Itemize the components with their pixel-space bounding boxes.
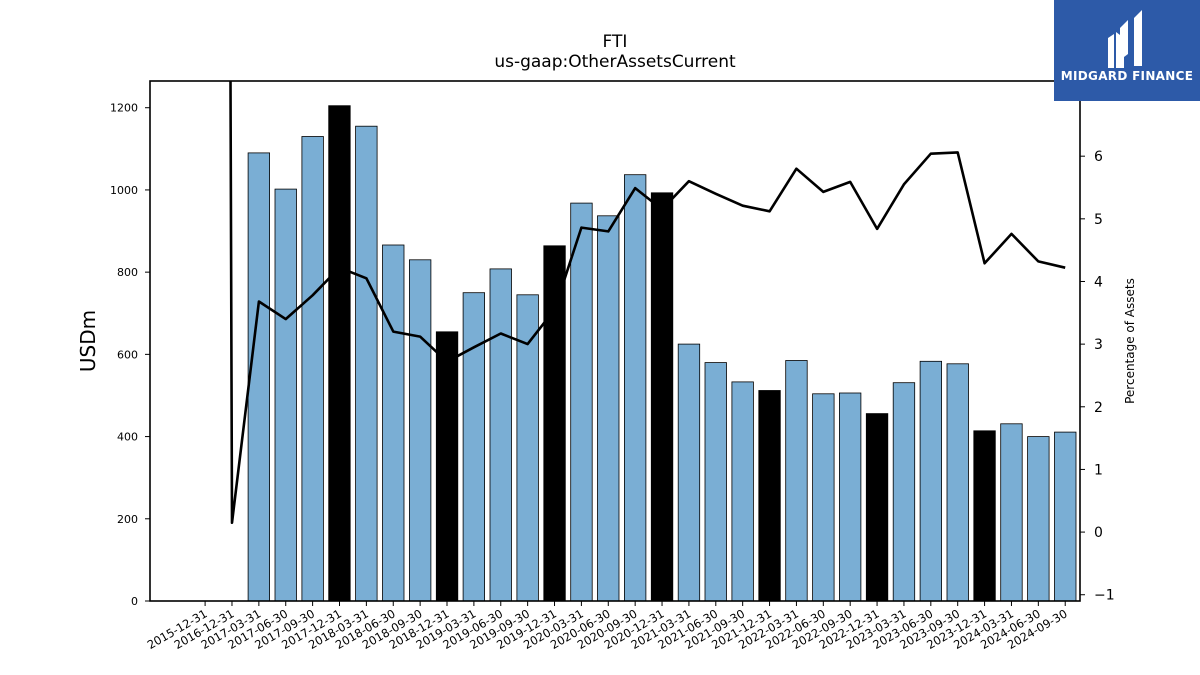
bar — [597, 215, 620, 602]
y-tick-label: 600 — [117, 348, 138, 361]
plot-frame — [149, 80, 1081, 602]
bar — [758, 390, 781, 602]
bar — [839, 392, 862, 602]
bar — [1027, 436, 1050, 602]
y-tick-label: 0 — [131, 595, 138, 608]
y2-tick-label: 5 — [1094, 212, 1103, 228]
brand-name: MIDGARD FINANCE — [1060, 69, 1194, 83]
bar — [408, 259, 432, 602]
chart-title: FTI — [602, 32, 628, 52]
series-line — [229, 80, 1066, 525]
bar — [462, 292, 486, 602]
y2-tick-label: 6 — [1094, 149, 1103, 165]
chart-subtitle: us-gaap:OtherAssetsCurrent — [494, 52, 736, 72]
y-tick-label: 1200 — [110, 102, 138, 115]
bar — [328, 105, 351, 602]
y-axis-label: USDm — [76, 310, 100, 372]
bar — [382, 244, 405, 602]
y2-tick-label: 0 — [1094, 525, 1103, 541]
bar — [1054, 431, 1077, 602]
bar — [892, 382, 916, 602]
y2-tick-label: 3 — [1094, 337, 1103, 353]
bar — [247, 152, 271, 602]
bar — [1000, 423, 1023, 602]
y2-tick-label: 2 — [1094, 400, 1103, 416]
y2-tick-label: 1 — [1094, 462, 1103, 478]
bar — [624, 174, 647, 602]
bar — [570, 202, 593, 602]
bar — [274, 188, 297, 602]
bar — [489, 268, 512, 602]
y-tick-label: 1000 — [110, 184, 138, 197]
bar — [355, 125, 378, 602]
bar — [704, 362, 727, 602]
bar — [543, 245, 566, 602]
y-tick-label: 400 — [117, 431, 138, 444]
bar — [435, 331, 459, 602]
midgard-logo-icon — [1108, 10, 1142, 68]
bar — [812, 393, 835, 602]
bar — [865, 413, 889, 602]
bar — [919, 360, 942, 602]
y-tick-label: 800 — [117, 266, 138, 279]
brand-logo: MIDGARD FINANCE — [1054, 0, 1200, 101]
y2-tick-label: 4 — [1094, 274, 1103, 290]
bar — [301, 136, 324, 602]
bar — [973, 430, 996, 602]
bar — [650, 192, 674, 602]
y2-axis-label: Percentage of Assets — [1123, 278, 1137, 404]
y-tick-label: 200 — [117, 513, 138, 526]
bar — [677, 343, 701, 602]
bar — [946, 363, 969, 602]
y2-tick-label: −1 — [1094, 588, 1115, 604]
bar — [731, 381, 754, 602]
bar — [785, 360, 808, 602]
